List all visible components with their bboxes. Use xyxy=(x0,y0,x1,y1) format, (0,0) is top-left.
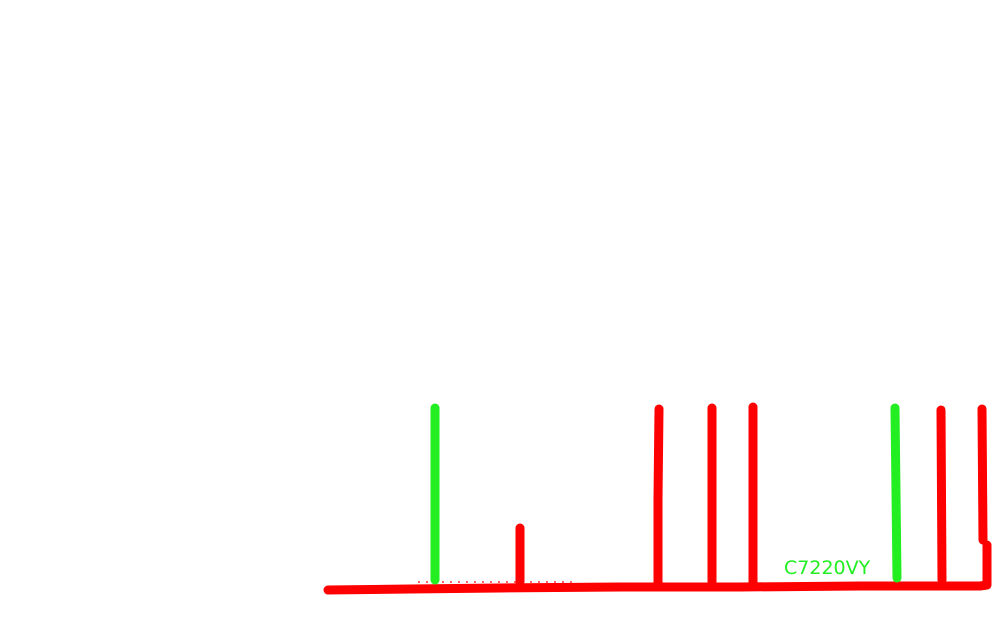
baseline xyxy=(323,540,992,595)
vertical-line-7 xyxy=(936,405,947,585)
vertical-line-6 xyxy=(890,403,902,583)
vertical-line-3 xyxy=(653,404,664,587)
line-label: C7220VY xyxy=(784,557,871,579)
vertical-line-8 xyxy=(977,404,988,545)
